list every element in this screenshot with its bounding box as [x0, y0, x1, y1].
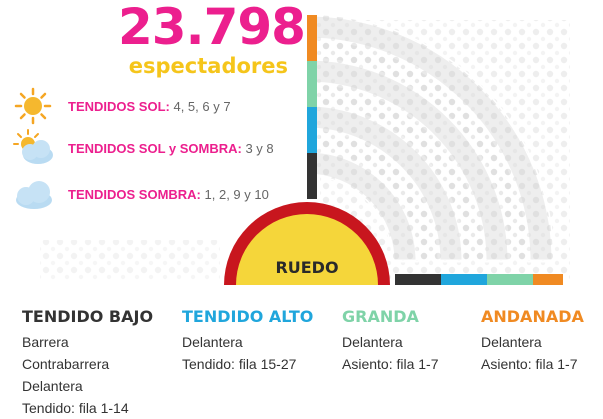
ruedo-fill [236, 214, 378, 285]
section-title: ANDANADA [481, 307, 584, 326]
legend-row-sombra: TENDIDOS SOMBRA: 1, 2, 9 y 10 [8, 174, 269, 214]
legend-text-sol: TENDIDOS SOL: 4, 5, 6 y 7 [68, 98, 231, 114]
legend-row-sol-sombra: TENDIDOS SOL y SOMBRA: 3 y 8 [8, 128, 274, 168]
section-tendido-bajo: TENDIDO BAJO Barrera Contrabarrera Delan… [22, 307, 182, 419]
section-line: Delantera [182, 334, 243, 350]
band-blue-vertical [307, 107, 317, 153]
section-line: Asiento: fila 1-7 [481, 356, 578, 372]
section-line: Tendido: fila 1-14 [22, 400, 129, 416]
band-green-vertical [307, 61, 317, 107]
band-orange-vertical [307, 15, 317, 61]
section-line: Tendido: fila 15-27 [182, 356, 297, 372]
ruedo-label: RUEDO [275, 258, 338, 277]
band-blue-horizontal [441, 274, 487, 285]
legend-text-sol-sombra: TENDIDOS SOL y SOMBRA: 3 y 8 [68, 140, 274, 156]
spectator-count: 23.798 [118, 0, 306, 56]
section-title: GRANDA [342, 307, 419, 326]
section-line: Delantera [342, 334, 403, 350]
section-line: Barrera [22, 334, 69, 350]
sun-cloud-icon [13, 129, 53, 164]
sun-icon [14, 87, 52, 125]
section-granda: GRANDA Delantera Asiento: fila 1-7 [342, 307, 472, 375]
band-dark-vertical [307, 153, 317, 199]
section-tendido-alto: TENDIDO ALTO Delantera Tendido: fila 15-… [182, 307, 332, 375]
legend-row-sol: TENDIDOS SOL: 4, 5, 6 y 7 [8, 86, 231, 126]
section-line: Asiento: fila 1-7 [342, 356, 439, 372]
dot-background-left [40, 240, 220, 280]
band-dark-horizontal [395, 274, 441, 285]
spectator-label: espectadores [128, 54, 288, 78]
section-title: TENDIDO ALTO [182, 307, 314, 326]
section-line: Contrabarrera [22, 356, 110, 372]
section-line: Delantera [481, 334, 542, 350]
section-title: TENDIDO BAJO [22, 307, 154, 326]
section-andanada: ANDANADA Delantera Asiento: fila 1-7 [481, 307, 601, 375]
band-orange-horizontal [533, 274, 563, 285]
section-line: Delantera [22, 378, 83, 394]
band-green-horizontal [487, 274, 533, 285]
cloud-icon [16, 181, 52, 209]
ring-dots [307, 15, 553, 261]
legend-text-sombra: TENDIDOS SOMBRA: 1, 2, 9 y 10 [68, 186, 269, 202]
